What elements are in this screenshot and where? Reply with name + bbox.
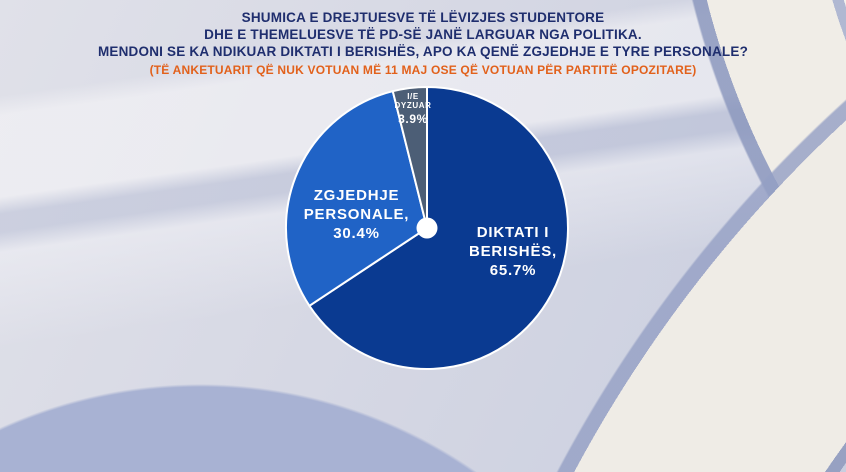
pie-label-dyzuar-line1: I/E	[407, 92, 419, 101]
pie-slice-1	[308, 86, 569, 370]
header-line-1: SHUMICA E DREJTUESVE TË LËVIZJES STUDENT…	[241, 10, 605, 25]
pie-label-diktati-value: 65.7%	[489, 262, 537, 279]
pie-label-zgjedhje-value: 30.4%	[333, 225, 380, 242]
pie-label-dyzuar-line2: DYZUAR	[394, 101, 432, 110]
pie-label-dyzuar-value: 3.9%	[398, 112, 428, 126]
pie-chart-svg	[285, 86, 569, 370]
pie-label-dyzuar: I/E DYZUAR 3.9%	[381, 92, 445, 127]
question-header: SHUMICA E DREJTUESVE TË LËVIZJES STUDENT…	[0, 9, 846, 78]
pie-label-zgjedhje-line1: ZGJEDHJE	[313, 187, 400, 204]
pie-label-diktati: DIKTATI I BERISHËS, 65.7%	[438, 223, 588, 280]
header-note: (TË ANKETUARIT QË NUK VOTUAN MË 11 MAJ O…	[149, 63, 697, 77]
header-line-2: DHE E THEMELUESVE TË PD-SË JANË LARGUAR …	[204, 27, 642, 42]
pie-slice-2	[285, 90, 428, 307]
pie-label-diktati-line1: DIKTATI I	[476, 224, 550, 241]
pie-label-zgjedhje-line2: PERSONALE,	[303, 206, 410, 223]
pie-label-diktati-line2: BERISHËS,	[468, 243, 558, 260]
pie-label-zgjedhje: ZGJEDHJE PERSONALE, 30.4%	[284, 186, 429, 243]
header-line-3: MENDONI SE KA NDIKUAR DIKTATI I BERISHËS…	[97, 44, 749, 59]
pie-chart: DIKTATI I BERISHËS, 65.7% ZGJEDHJE PERSO…	[282, 83, 572, 373]
pie-slice-3	[391, 86, 428, 229]
pie-center-dot	[416, 217, 438, 239]
